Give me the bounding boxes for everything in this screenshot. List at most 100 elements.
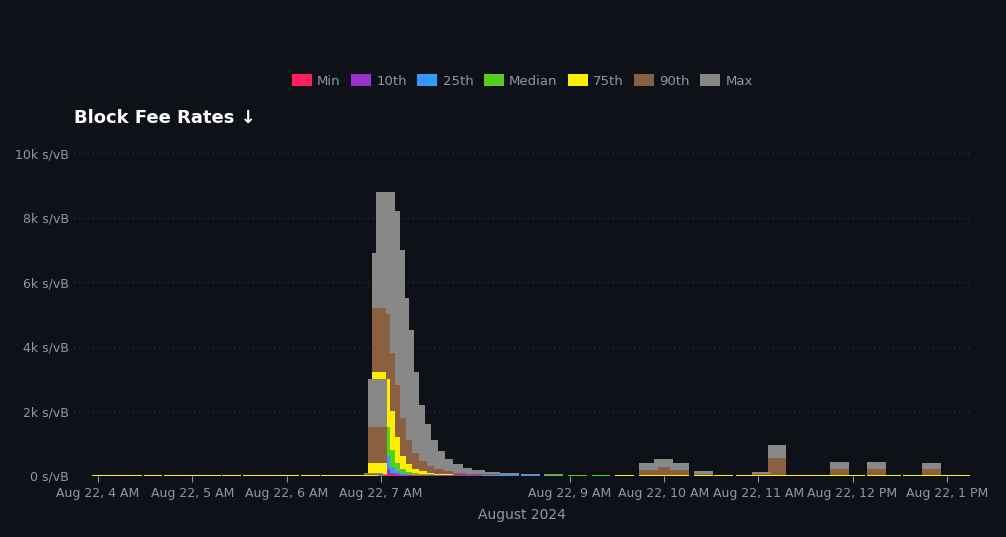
Bar: [482, 474, 500, 475]
Bar: [406, 474, 425, 475]
Bar: [399, 372, 418, 417]
Bar: [381, 211, 399, 282]
Bar: [390, 468, 409, 473]
Bar: [385, 379, 404, 427]
Bar: [395, 463, 413, 471]
Bar: [444, 465, 463, 471]
Bar: [406, 404, 425, 440]
Bar: [412, 473, 432, 475]
Bar: [385, 250, 404, 314]
Bar: [768, 475, 787, 476]
Bar: [412, 453, 432, 469]
Bar: [655, 468, 673, 475]
Bar: [670, 470, 689, 475]
Bar: [363, 474, 382, 475]
Bar: [376, 192, 395, 266]
Bar: [694, 471, 712, 474]
Bar: [544, 474, 563, 475]
Bar: [371, 466, 390, 473]
Bar: [751, 474, 771, 475]
Bar: [376, 469, 395, 476]
Bar: [831, 462, 849, 469]
Bar: [371, 473, 390, 476]
Bar: [371, 453, 390, 466]
Bar: [418, 440, 438, 461]
Bar: [381, 463, 399, 473]
Bar: [444, 474, 463, 475]
Bar: [399, 417, 418, 456]
Bar: [768, 458, 787, 475]
Bar: [376, 456, 395, 469]
Bar: [381, 282, 399, 346]
Bar: [418, 474, 438, 475]
Bar: [831, 469, 849, 475]
Bar: [399, 456, 418, 469]
Bar: [655, 459, 673, 468]
Bar: [427, 473, 446, 474]
Bar: [639, 470, 658, 475]
Bar: [390, 475, 409, 476]
Bar: [768, 445, 787, 458]
Bar: [427, 452, 446, 466]
Bar: [444, 471, 463, 474]
Bar: [921, 463, 941, 469]
Bar: [639, 463, 658, 470]
Bar: [376, 431, 395, 456]
Bar: [406, 471, 425, 474]
Bar: [399, 473, 418, 475]
Bar: [368, 379, 387, 427]
Bar: [390, 298, 409, 353]
Bar: [454, 468, 472, 473]
Bar: [866, 469, 885, 475]
Bar: [371, 424, 390, 453]
Bar: [381, 404, 399, 444]
Bar: [454, 473, 472, 475]
Bar: [376, 266, 395, 321]
Bar: [412, 469, 432, 473]
Bar: [395, 474, 413, 475]
Bar: [376, 321, 395, 385]
Bar: [395, 437, 413, 463]
Bar: [399, 469, 418, 473]
X-axis label: August 2024: August 2024: [479, 508, 566, 522]
Bar: [371, 253, 390, 308]
Bar: [390, 411, 409, 450]
Bar: [670, 463, 689, 470]
Bar: [368, 474, 387, 475]
Bar: [418, 471, 438, 474]
Bar: [435, 469, 454, 474]
Bar: [751, 471, 771, 474]
Bar: [371, 308, 390, 372]
Bar: [395, 330, 413, 385]
Bar: [412, 424, 432, 453]
Bar: [381, 473, 399, 476]
Bar: [381, 444, 399, 463]
Bar: [427, 474, 446, 475]
Bar: [482, 472, 500, 474]
Bar: [368, 427, 387, 463]
Bar: [385, 474, 404, 476]
Bar: [385, 314, 404, 379]
Bar: [418, 461, 438, 471]
Bar: [427, 466, 446, 473]
Bar: [521, 474, 539, 475]
Bar: [406, 465, 425, 471]
Bar: [385, 469, 404, 474]
Bar: [390, 450, 409, 468]
Bar: [385, 427, 404, 456]
Bar: [466, 470, 485, 474]
Bar: [376, 385, 395, 431]
Bar: [435, 460, 454, 469]
Legend: Min, 10th, 25th, Median, 75th, 90th, Max: Min, 10th, 25th, Median, 75th, 90th, Max: [287, 69, 759, 93]
Bar: [363, 473, 382, 474]
Bar: [435, 474, 454, 475]
Text: Block Fee Rates ↓: Block Fee Rates ↓: [74, 109, 257, 127]
Bar: [371, 372, 390, 424]
Bar: [368, 463, 387, 474]
Bar: [395, 385, 413, 437]
Bar: [866, 462, 885, 469]
Bar: [381, 346, 399, 404]
Bar: [385, 456, 404, 469]
Bar: [406, 440, 425, 465]
Bar: [694, 474, 712, 475]
